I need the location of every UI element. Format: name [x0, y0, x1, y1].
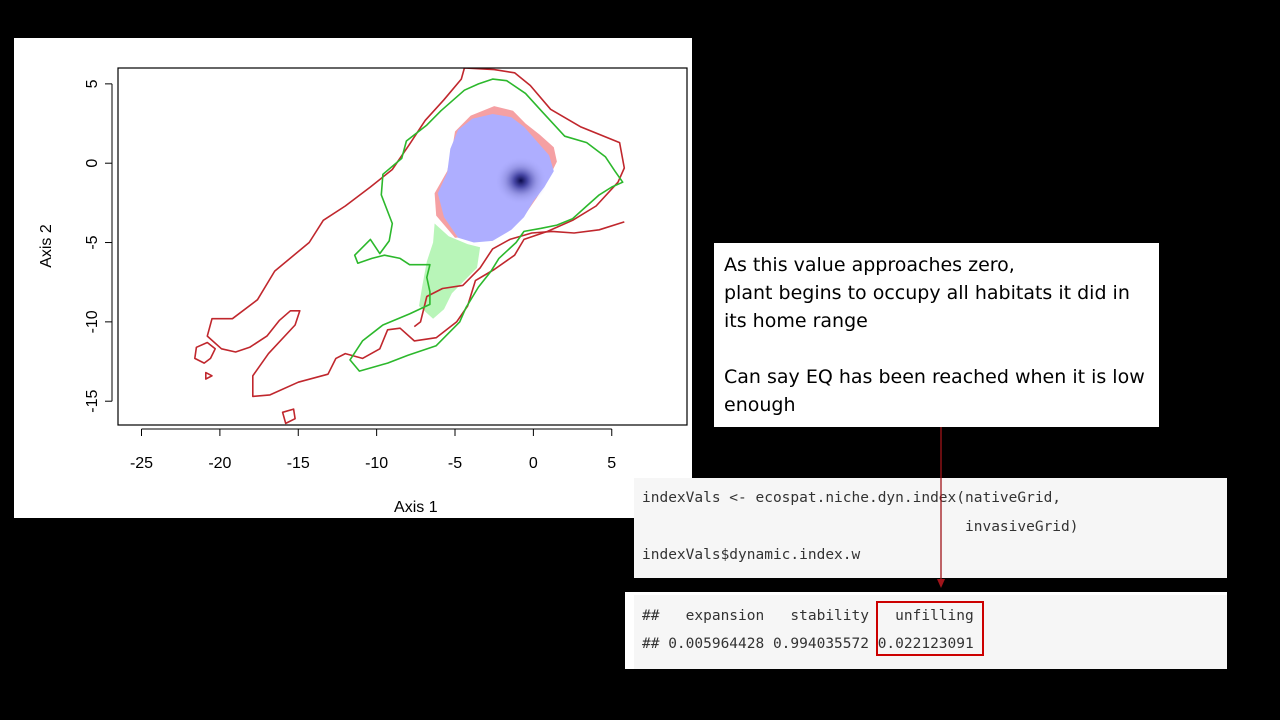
native-range-contour-line	[205, 371, 213, 380]
note-line: plant begins to occupy all habitats it d…	[724, 282, 1130, 304]
niche-plot: -25 -20 -15 -10 -5 0 5 Axis 1 5 0 -5 -10 -15 Axis 2	[38, 67, 688, 516]
note-line: As this value approaches zero,	[724, 254, 1015, 276]
note-line: enough	[724, 394, 796, 416]
y-tick-label: -15	[84, 390, 101, 413]
code-line: indexVals <- ecospat.niche.dyn.index(nat…	[642, 490, 1062, 506]
note-line: its home range	[724, 310, 868, 332]
y-tick-label: 5	[84, 79, 101, 88]
x-tick-label: -25	[130, 455, 153, 472]
invasive-density-only-region	[419, 223, 481, 319]
code-block: indexVals <- ecospat.niche.dyn.index(nat…	[634, 478, 1227, 578]
annotation-note: As this value approaches zero, plant beg…	[714, 243, 1159, 427]
x-tick-label: -15	[287, 455, 310, 472]
niche-plot-panel: -25 -20 -15 -10 -5 0 5 Axis 1 5 0 -5 -10 -15 Axis 2	[14, 38, 692, 518]
invasive-range-contour-line	[349, 78, 624, 372]
code-line: invasiveGrid)	[642, 519, 1079, 535]
y-axis-label: Axis 2	[38, 224, 55, 268]
density-peak	[494, 156, 547, 205]
native-range-contour-line	[194, 341, 216, 364]
code-line: indexVals$dynamic.index.w	[642, 547, 861, 563]
x-tick-label: -20	[208, 455, 231, 472]
native-range-contour-line	[281, 408, 296, 425]
y-tick-label: 0	[84, 159, 101, 168]
output-header-line: ## expansion stability unfilling	[642, 608, 974, 624]
x-tick-label: 5	[607, 455, 616, 472]
x-tick-label: -5	[448, 455, 462, 472]
native-range-contour-line	[206, 68, 626, 398]
plot-frame	[117, 67, 688, 426]
output-block: ## expansion stability unfilling ## 0.00…	[625, 592, 1227, 669]
x-axis-label: Axis 1	[394, 499, 438, 516]
native-range-contour-line	[413, 221, 625, 328]
y-tick-label: -5	[84, 235, 101, 249]
x-tick-label: 0	[529, 455, 538, 472]
y-tick-label: -10	[84, 310, 101, 333]
output-values-line: ## 0.005964428 0.994035572 0.022123091	[642, 636, 974, 652]
unfilling-highlight-box	[876, 601, 984, 656]
note-line: Can say EQ has been reached when it is l…	[724, 366, 1145, 388]
x-tick-label: -10	[365, 455, 388, 472]
